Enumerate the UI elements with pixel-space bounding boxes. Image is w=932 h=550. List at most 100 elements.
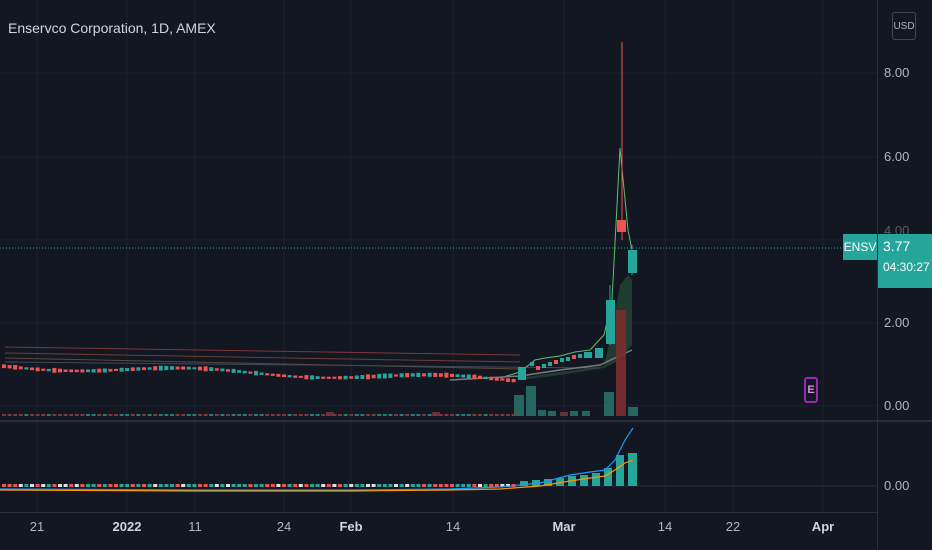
candle: [136, 367, 141, 371]
candle: [142, 367, 146, 371]
volume-bar: [153, 414, 158, 416]
indicator-bar: [377, 484, 382, 487]
volume-bar: [360, 414, 365, 416]
indicator-bar: [410, 484, 415, 487]
candle: [265, 373, 270, 376]
time-axis[interactable]: [0, 512, 877, 550]
volume-bar: [304, 414, 309, 416]
pane-divider[interactable]: [0, 420, 932, 422]
candle: [270, 373, 275, 376]
bar-countdown: 04:30:27: [883, 260, 930, 274]
candle: [58, 368, 62, 373]
candle: [170, 366, 174, 370]
ma-band: [520, 275, 632, 380]
earnings-icon[interactable]: E: [804, 377, 818, 403]
candle: [259, 372, 264, 375]
volume-bar: [489, 414, 494, 416]
candle: [506, 378, 510, 382]
indicator-bar: [472, 484, 477, 487]
indicator-bar: [164, 484, 169, 487]
indicator-bar: [97, 484, 102, 487]
indicator-bar: [142, 484, 146, 487]
candle: [7, 365, 12, 369]
volume-bar: [444, 414, 449, 416]
time-tick: 22: [725, 519, 741, 534]
candle: [343, 375, 348, 380]
indicator-bar: [181, 484, 186, 487]
currency-button[interactable]: USD: [892, 12, 916, 40]
price-axis[interactable]: [877, 0, 932, 550]
volume-bar: [24, 414, 29, 416]
indicator-bar: [265, 484, 270, 487]
volume-bar: [450, 414, 454, 416]
indicator-bar: [30, 484, 34, 487]
indicator-bar: [7, 484, 12, 487]
candle: [80, 369, 85, 373]
candle: [13, 365, 18, 370]
last-price-label: 3.77 04:30:27: [878, 234, 932, 288]
candle: [2, 364, 6, 369]
indicator-bar: [52, 484, 57, 487]
candle: [377, 373, 382, 379]
indicator-bar: [494, 484, 499, 487]
volume-bar: [46, 414, 51, 416]
volume-bar: [343, 414, 348, 416]
candle: [30, 367, 34, 371]
volume-bar: [248, 414, 253, 416]
indicator-bar: [226, 484, 230, 487]
volume-bars: [326, 310, 638, 416]
volume-bar: [371, 414, 376, 416]
indicator-bar: [69, 484, 74, 487]
candle: [416, 372, 421, 377]
indicator-bar: [237, 484, 242, 487]
volume-bar: [394, 414, 398, 416]
volume-bar: [478, 414, 482, 416]
volume-bar: [97, 414, 102, 416]
indicator-bar: [18, 484, 23, 487]
volume-bar: [276, 414, 281, 416]
volume-bar: [175, 414, 180, 416]
indicator-bar: [343, 484, 348, 487]
chart-area[interactable]: Enservco Corporation, 1D, AMEX ENSV E: [0, 0, 877, 512]
candle: [192, 367, 197, 370]
volume-bar: [80, 414, 85, 416]
indicator-bar: [433, 484, 438, 487]
candle: [427, 372, 432, 377]
candle: [298, 375, 303, 378]
volume-bar: [455, 414, 460, 416]
candle: [209, 367, 214, 371]
indicator-bar: [394, 484, 398, 487]
candle: [293, 375, 298, 378]
volume-bar: [399, 414, 404, 416]
candle: [433, 372, 438, 377]
candle: [181, 366, 186, 370]
indicator-bar: [186, 484, 191, 487]
indicator-bar: [422, 484, 426, 487]
indicator-bar: [63, 484, 68, 487]
volume-bar: [102, 414, 107, 416]
indicator-bar: [259, 484, 264, 487]
candle: [46, 368, 51, 372]
candle: [455, 374, 460, 377]
time-tick: Mar: [552, 519, 576, 534]
volume-bar: [405, 414, 410, 416]
volume-bar: [265, 414, 270, 416]
symbol-tag: ENSV: [843, 234, 877, 260]
time-tick: 14: [657, 519, 673, 534]
candle: [175, 366, 180, 370]
indicator-bar: [354, 484, 359, 487]
indicator-bar: [198, 484, 202, 487]
volume-bar: [158, 414, 163, 416]
volume-bar: [321, 414, 326, 416]
indicator-bar: [74, 484, 79, 487]
candle: [511, 379, 516, 383]
volume-bar: [142, 414, 146, 416]
candle: [438, 373, 443, 377]
price-chart[interactable]: [0, 0, 877, 512]
volume-bar: [91, 414, 96, 416]
indicator-bar: [119, 484, 124, 487]
indicator-bar: [254, 484, 258, 487]
candle: [332, 376, 337, 379]
indicator-bar: [366, 484, 370, 487]
indicator-bar: [321, 484, 326, 487]
